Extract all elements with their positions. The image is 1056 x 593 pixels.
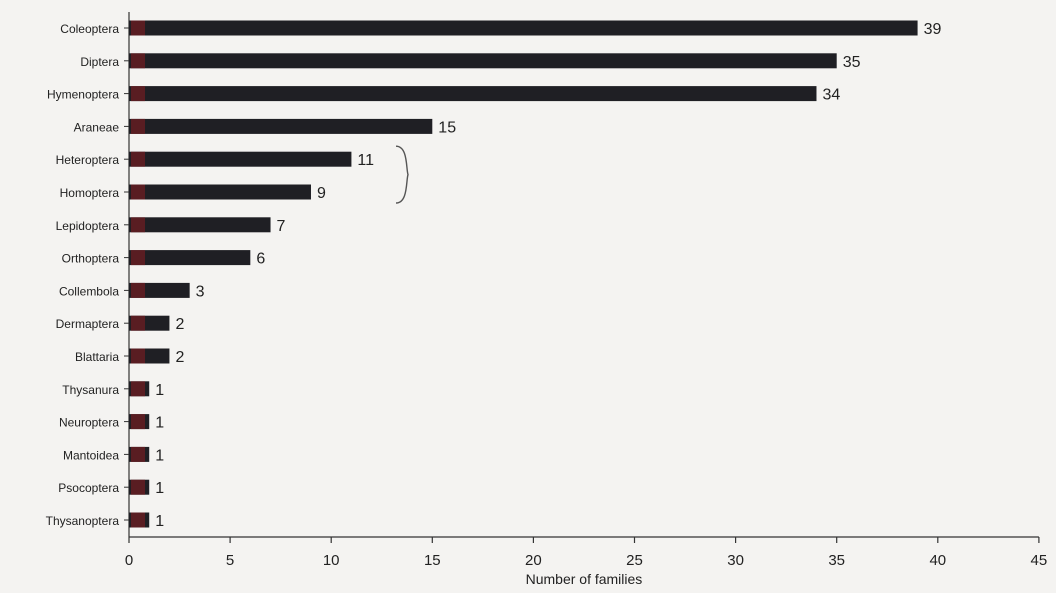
bar-accent-psocoptera [131,479,145,495]
category-label-diptera: Diptera [80,55,119,69]
x-tick-label-20: 20 [525,552,542,569]
x-tick-label-0: 0 [125,552,133,569]
x-tick-label-45: 45 [1031,552,1048,569]
bar-accent-thysanura [131,381,145,397]
brace-annotation [395,145,409,204]
bar-accent-neuroptera [131,414,145,430]
bar-accent-diptera [131,53,145,69]
bar-araneae [129,118,433,134]
category-label-orthoptera: Orthoptera [62,252,120,266]
value-label-araneae: 15 [438,119,456,136]
x-tick-label-25: 25 [626,552,643,569]
x-tick-label-5: 5 [226,552,234,569]
category-label-hymenoptera: Hymenoptera [47,88,119,102]
category-label-blattaria: Blattaria [75,350,119,364]
bar-accent-lepidoptera [131,217,145,233]
bar-homoptera [129,184,311,200]
value-label-orthoptera: 6 [256,251,265,268]
x-tick-label-40: 40 [929,552,946,569]
bar-accent-blattaria [131,348,145,364]
category-label-araneae: Araneae [74,120,120,134]
bar-accent-orthoptera [131,250,145,266]
value-label-heteroptera: 11 [357,152,374,169]
category-label-dermaptera: Dermaptera [56,317,120,331]
value-label-coleoptera: 39 [924,21,942,38]
bar-accent-thysanoptera [131,512,145,528]
bar-accent-hymenoptera [131,86,145,102]
category-label-psocoptera: Psocoptera [58,481,119,495]
bar-heteroptera [129,151,352,167]
value-label-psocoptera: 1 [155,480,164,497]
bar-coleoptera [129,20,918,36]
value-label-diptera: 35 [843,54,861,71]
bar-accent-homoptera [131,184,145,200]
category-label-heteroptera: Heteroptera [56,153,120,167]
value-label-homoptera: 9 [317,185,326,202]
category-label-thysanoptera: Thysanoptera [46,514,120,528]
value-label-hymenoptera: 34 [822,87,840,104]
category-label-lepidoptera: Lepidoptera [56,219,120,233]
bar-accent-coleoptera [131,20,145,36]
x-tick-label-10: 10 [323,552,340,569]
category-label-mantoidea: Mantoidea [63,448,119,462]
category-label-collembola: Collembola [59,284,119,298]
category-label-coleoptera: Coleoptera [60,22,119,36]
x-tick-label-30: 30 [727,552,744,569]
value-label-collembola: 3 [196,283,205,300]
value-label-neuroptera: 1 [155,415,164,432]
value-label-blattaria: 2 [175,349,184,366]
x-axis-label: Number of families [526,571,643,587]
x-tick-label-35: 35 [828,552,845,569]
bar-accent-dermaptera [131,315,145,331]
value-label-mantoidea: 1 [155,447,164,464]
value-label-dermaptera: 2 [175,316,184,333]
bar-diptera [129,53,837,69]
bar-accent-collembola [131,282,145,298]
bar-hymenoptera [129,86,817,102]
bar-orthoptera [129,250,251,266]
category-label-thysanura: Thysanura [62,383,119,397]
bar-accent-araneae [131,118,145,134]
x-tick-label-15: 15 [424,552,441,569]
value-label-thysanura: 1 [155,382,164,399]
bar-lepidoptera [129,217,271,233]
value-label-lepidoptera: 7 [277,218,286,235]
category-label-homoptera: Homoptera [60,186,120,200]
category-label-neuroptera: Neuroptera [59,416,119,430]
bar-accent-heteroptera [131,151,145,167]
bar-accent-mantoidea [131,446,145,462]
value-label-thysanoptera: 1 [155,513,164,530]
